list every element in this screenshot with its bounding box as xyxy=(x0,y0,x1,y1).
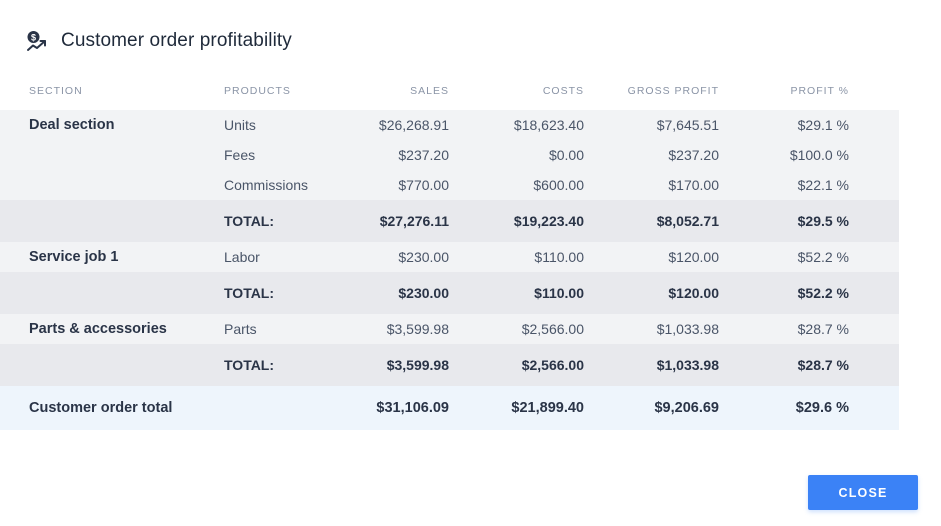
gross-profit-cell: $1,033.98 xyxy=(656,321,719,337)
product-cell: Labor xyxy=(224,249,260,265)
dialog-title: Customer order profitability xyxy=(61,30,292,51)
total-profit-pct: $28.7 % xyxy=(797,357,849,373)
product-cell: Parts xyxy=(224,321,257,337)
grand-total-profit-pct: $29.6 % xyxy=(795,400,849,416)
table-row: Parts & accessories Parts $3,599.98 $2,5… xyxy=(0,314,899,344)
grand-total-costs: $21,899.40 xyxy=(511,400,584,416)
total-profit-pct: $52.2 % xyxy=(797,285,849,301)
section-name: Parts & accessories xyxy=(29,321,167,337)
table-row: Deal section Units $26,268.91 $18,623.40… xyxy=(0,110,899,140)
section-total-row: TOTAL: $3,599.98 $2,566.00 $1,033.98 $28… xyxy=(0,344,899,386)
section-name: Service job 1 xyxy=(29,249,119,265)
column-header-products: PRODUCTS xyxy=(224,85,291,97)
total-costs: $2,566.00 xyxy=(521,357,584,373)
column-header-costs: COSTS xyxy=(542,85,584,97)
product-cell: Fees xyxy=(224,147,256,163)
total-label: TOTAL: xyxy=(224,357,275,373)
profit-pct-cell: $28.7 % xyxy=(797,321,849,337)
grand-total-label: Customer order total xyxy=(29,400,173,416)
section-name: Deal section xyxy=(29,117,115,133)
svg-text:$: $ xyxy=(31,32,36,42)
profit-chart-icon: $ xyxy=(25,29,49,53)
product-cell: Commissions xyxy=(224,177,309,193)
gross-profit-cell: $170.00 xyxy=(668,177,719,193)
table-row: Service job 1 Labor $230.00 $110.00 $120… xyxy=(0,242,899,272)
gross-profit-cell: $7,645.51 xyxy=(656,117,719,133)
gross-profit-cell: $120.00 xyxy=(668,249,719,265)
column-header-profit-pct: PROFIT % xyxy=(790,85,849,97)
grand-total-sales: $31,106.09 xyxy=(376,400,449,416)
costs-cell: $18,623.40 xyxy=(513,117,584,133)
grand-total-gross-profit: $9,206.69 xyxy=(654,400,719,416)
section-group-deal: Deal section Units $26,268.91 $18,623.40… xyxy=(0,110,899,200)
profit-pct-cell: $52.2 % xyxy=(797,249,849,265)
costs-cell: $600.00 xyxy=(533,177,584,193)
profitability-table: SECTION PRODUCTS SALES COSTS GROSS PROFI… xyxy=(0,72,899,430)
section-total-row: TOTAL: $27,276.11 $19,223.40 $8,052.71 $… xyxy=(0,200,899,242)
profit-pct-cell: $29.1 % xyxy=(797,117,849,133)
profit-pct-cell: $22.1 % xyxy=(797,177,849,193)
close-button[interactable]: CLOSE xyxy=(808,475,918,510)
product-cell: Units xyxy=(224,117,256,133)
dialog-header: $ Customer order profitability xyxy=(25,28,292,54)
total-sales: $27,276.11 xyxy=(379,213,449,229)
section-group-parts: Parts & accessories Parts $3,599.98 $2,5… xyxy=(0,314,899,344)
table-row: Commissions $770.00 $600.00 $170.00 $22.… xyxy=(0,170,899,200)
sales-cell: $770.00 xyxy=(398,177,449,193)
costs-cell: $110.00 xyxy=(534,249,584,265)
sales-cell: $237.20 xyxy=(398,147,449,163)
costs-cell: $0.00 xyxy=(548,147,584,163)
column-header-section: SECTION xyxy=(29,85,83,97)
sales-cell: $230.00 xyxy=(398,249,449,265)
total-gross-profit: $120.00 xyxy=(668,285,719,301)
column-header-sales: SALES xyxy=(410,85,449,97)
section-total-row: TOTAL: $230.00 $110.00 $120.00 $52.2 % xyxy=(0,272,899,314)
profit-pct-cell: $100.0 % xyxy=(789,147,849,163)
total-costs: $19,223.40 xyxy=(513,213,584,229)
total-costs: $110.00 xyxy=(534,285,584,301)
column-header-gross-profit: GROSS PROFIT xyxy=(627,85,719,97)
total-gross-profit: $8,052.71 xyxy=(656,213,719,229)
total-label: TOTAL: xyxy=(224,285,275,301)
sales-cell: $3,599.98 xyxy=(386,321,449,337)
costs-cell: $2,566.00 xyxy=(521,321,584,337)
total-gross-profit: $1,033.98 xyxy=(656,357,719,373)
total-label: TOTAL: xyxy=(224,213,275,229)
sales-cell: $26,268.91 xyxy=(378,117,449,133)
total-sales: $230.00 xyxy=(398,285,449,301)
gross-profit-cell: $237.20 xyxy=(668,147,719,163)
table-row: Fees $237.20 $0.00 $237.20 $100.0 % xyxy=(0,140,899,170)
grand-total-row: Customer order total $31,106.09 $21,899.… xyxy=(0,386,899,430)
total-sales: $3,599.98 xyxy=(386,357,449,373)
total-profit-pct: $29.5 % xyxy=(797,213,849,229)
section-group-service-job: Service job 1 Labor $230.00 $110.00 $120… xyxy=(0,242,899,272)
table-header-row: SECTION PRODUCTS SALES COSTS GROSS PROFI… xyxy=(0,72,899,110)
